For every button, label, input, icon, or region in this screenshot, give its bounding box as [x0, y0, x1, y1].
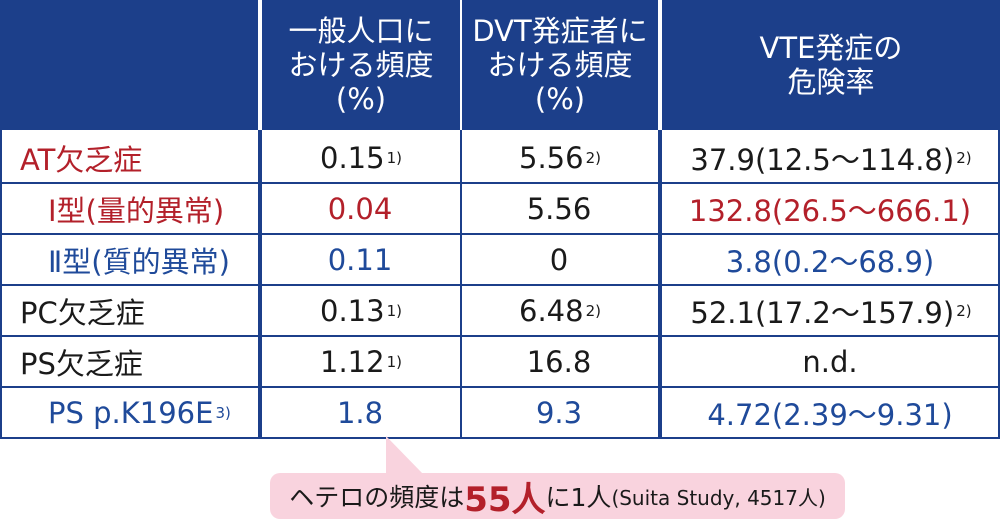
- row-label: PS欠乏症: [0, 336, 258, 387]
- header-cell-dvt-patients: DVT発症者に おける頻度 (%): [462, 0, 658, 130]
- general-frequency-cell-text: 0.04: [327, 191, 393, 226]
- column-divider: [460, 130, 462, 438]
- vte-risk-cell-text: 3.8(0.2～68.9): [725, 244, 935, 279]
- dvt-frequency-cell-footnote: 2): [585, 301, 601, 320]
- vte-risk-cell-text: 37.9(12.5～114.8): [690, 142, 955, 177]
- table-header: 一般人口に おける頻度 (%) DVT発症者に おける頻度 (%) VTE発症の…: [0, 0, 1000, 130]
- row-label-footnote: 3): [215, 403, 231, 422]
- vte-risk-cell: 52.1(17.2～157.9) 2): [662, 285, 1000, 336]
- vte-risk-cell-footnote: 2): [956, 301, 972, 320]
- row-label-text: PC欠乏症: [20, 295, 145, 330]
- general-frequency-cell: 0.13 1): [262, 285, 460, 336]
- row-label-text: AT欠乏症: [20, 142, 143, 177]
- row-label: PC欠乏症: [0, 285, 258, 336]
- row-label-text: PS欠乏症: [20, 346, 143, 381]
- dvt-frequency-cell: 5.56 2): [462, 132, 658, 183]
- callout-number: 55人: [464, 479, 546, 520]
- row-label-text: Ⅱ型(質的異常): [48, 244, 230, 279]
- row-divider: [0, 233, 1000, 235]
- general-frequency-cell: 0.15 1): [262, 132, 460, 183]
- column-divider: [658, 130, 662, 438]
- vte-risk-cell-footnote: 2): [956, 148, 972, 167]
- row-divider: [0, 335, 1000, 337]
- vte-risk-cell: 37.9(12.5～114.8) 2): [662, 132, 1000, 183]
- dvt-frequency-cell-text: 16.8: [526, 344, 592, 379]
- dvt-frequency-cell: 6.48 2): [462, 285, 658, 336]
- general-frequency-cell: 1.8: [262, 387, 460, 438]
- header-cell-general-population: 一般人口に おける頻度 (%): [262, 0, 460, 130]
- callout-pointer: [386, 436, 423, 474]
- vte-risk-cell-text: n.d.: [802, 344, 858, 379]
- column-divider: [998, 130, 1000, 438]
- row-label-text: PS p.K196E: [48, 395, 214, 430]
- callout-prefix: ヘテロの頻度は: [289, 483, 465, 512]
- dvt-frequency-cell-text: 6.48: [519, 293, 584, 328]
- header-cell-vte-risk: VTE発症の 危険率: [662, 0, 1000, 130]
- table-row: PS p.K196E 3) 1.8 9.3 4.72(2.39～9.31): [0, 387, 1000, 438]
- table-row: PC欠乏症 0.13 1) 6.48 2) 52.1(17.2～157.9) 2): [0, 285, 1000, 336]
- general-frequency-cell-footnote: 1): [386, 352, 402, 371]
- general-frequency-cell-footnote: 1): [386, 148, 402, 167]
- general-frequency-cell-text: 0.15: [320, 140, 385, 175]
- vte-risk-cell-text: 132.8(26.5～666.1): [688, 193, 972, 228]
- dvt-frequency-cell: 5.56: [462, 183, 658, 234]
- table-row: PS欠乏症 1.12 1) 16.8 n.d.: [0, 336, 1000, 387]
- general-frequency-cell: 1.12 1): [262, 336, 460, 387]
- general-frequency-cell-text: 1.12: [320, 344, 385, 379]
- vte-risk-cell-text: 52.1(17.2～157.9): [690, 295, 955, 330]
- vte-risk-cell: n.d.: [662, 336, 1000, 387]
- general-frequency-cell-text: 0.11: [327, 242, 393, 277]
- vte-risk-cell: 4.72(2.39～9.31): [662, 387, 1000, 438]
- header-divider: [460, 0, 462, 130]
- row-divider: [0, 284, 1000, 286]
- dvt-frequency-cell-text: 9.3: [535, 395, 583, 430]
- row-label-text: Ⅰ型(量的異常): [48, 193, 225, 228]
- dvt-frequency-cell-text: 5.56: [526, 191, 592, 226]
- dvt-frequency-cell-text: 0: [549, 242, 569, 277]
- dvt-frequency-cell: 0: [462, 234, 658, 285]
- general-frequency-cell-text: 1.8: [336, 395, 384, 430]
- row-divider: [0, 386, 1000, 388]
- general-frequency-cell: 0.11: [262, 234, 460, 285]
- dvt-frequency-cell: 9.3: [462, 387, 658, 438]
- row-label: PS p.K196E 3): [0, 387, 258, 438]
- general-frequency-cell-text: 0.13: [320, 293, 385, 328]
- table-row: Ⅰ型(量的異常) 0.04 5.56 132.8(26.5～666.1): [0, 183, 1000, 234]
- callout-note: (Suita Study, 4517人): [611, 485, 826, 510]
- table-row: Ⅱ型(質的異常) 0.11 0 3.8(0.2～68.9): [0, 234, 1000, 285]
- vte-risk-cell-text: 4.72(2.39～9.31): [707, 397, 953, 432]
- row-label: Ⅰ型(量的異常): [0, 183, 258, 234]
- dvt-frequency-cell-text: 5.56: [519, 140, 584, 175]
- header-divider: [258, 0, 262, 130]
- header-divider: [658, 0, 662, 130]
- header-cell-blank: [0, 0, 258, 130]
- column-divider: [258, 130, 262, 438]
- row-label: AT欠乏症: [0, 132, 258, 183]
- row-label: Ⅱ型(質的異常): [0, 234, 258, 285]
- row-divider: [0, 182, 1000, 184]
- dvt-frequency-cell-footnote: 2): [585, 148, 601, 167]
- vte-risk-cell: 3.8(0.2～68.9): [662, 234, 1000, 285]
- general-frequency-cell: 0.04: [262, 183, 460, 234]
- table-row: AT欠乏症 0.15 1) 5.56 2) 37.9(12.5～114.8) 2): [0, 132, 1000, 183]
- general-frequency-cell-footnote: 1): [386, 301, 402, 320]
- vte-risk-cell: 132.8(26.5～666.1): [662, 183, 1000, 234]
- callout-suffix: に1人: [545, 483, 612, 512]
- heterozygote-frequency-callout: ヘテロの頻度は 55人 に1人 (Suita Study, 4517人): [270, 473, 845, 520]
- dvt-frequency-cell: 16.8: [462, 336, 658, 387]
- row-divider: [0, 437, 1000, 439]
- column-divider: [0, 130, 2, 438]
